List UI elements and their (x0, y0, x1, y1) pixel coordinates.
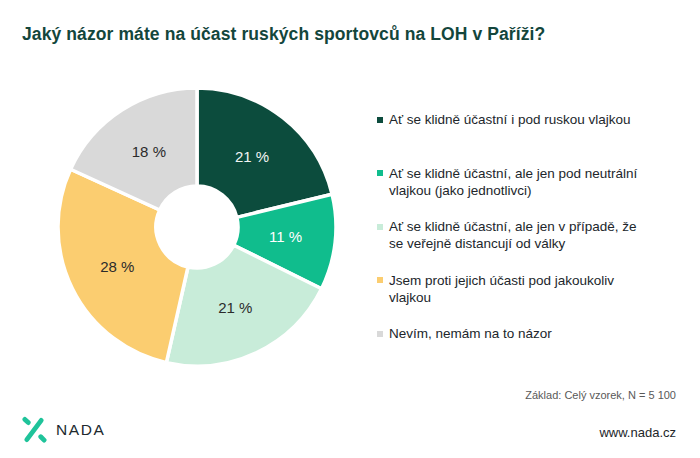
brand-name: NADA (56, 421, 105, 439)
base-note: Základ: Celý vzorek, N = 5 100 (525, 389, 676, 401)
nada-logo-icon (22, 416, 47, 443)
website-link[interactable]: www.nada.cz (599, 425, 676, 440)
legend-label-4: Nevím, nemám na to názor (389, 325, 552, 359)
brand-logo: NADA (22, 416, 105, 443)
legend-marker-1 (377, 170, 383, 176)
slice-value-label-0: 21 % (235, 148, 269, 165)
legend-marker-3 (377, 277, 383, 283)
page-title: Jaký názor máte na účast ruských sportov… (22, 24, 545, 45)
legend-label-0: Ať se klidně účastní i pod ruskou vlajko… (389, 111, 630, 145)
slice-value-label-4: 18 % (132, 143, 166, 160)
slice-value-label-3: 28 % (100, 258, 134, 275)
legend-item-1: Ať se klidně účastní, ale jen pod neutrá… (377, 165, 647, 199)
legend-label-3: Jsem proti jejich účasti pod jakoukoliv … (389, 272, 647, 306)
donut-chart: 21 % 11 % 21 % 28 % 18 % (17, 47, 377, 407)
legend-item-0: Ať se klidně účastní i pod ruskou vlajko… (377, 111, 647, 145)
legend-marker-4 (377, 331, 383, 337)
report-page: Jaký názor máte na účast ruských sportov… (0, 0, 700, 458)
slice-value-label-2: 21 % (218, 299, 252, 316)
legend-marker-0 (377, 117, 383, 123)
legend-item-3: Jsem proti jejich účasti pod jakoukoliv … (377, 272, 647, 306)
legend-label-2: Ať se klidně účastní, ale jen v případě,… (389, 218, 647, 252)
legend-item-2: Ať se klidně účastní, ale jen v případě,… (377, 218, 647, 252)
chart-legend: Ať se klidně účastní i pod ruskou vlajko… (377, 111, 647, 379)
legend-label-1: Ať se klidně účastní, ale jen pod neutrá… (389, 165, 647, 199)
slice-value-label-1: 11 % (269, 228, 302, 245)
legend-marker-2 (377, 224, 383, 230)
legend-item-4: Nevím, nemám na to názor (377, 325, 647, 359)
